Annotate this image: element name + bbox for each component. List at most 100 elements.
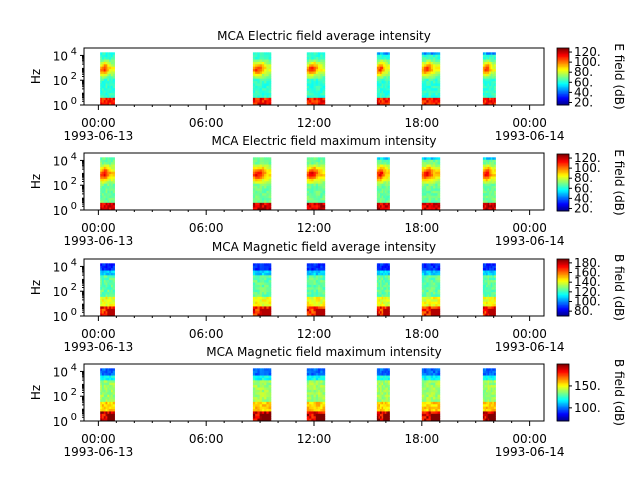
spectrogram-cell xyxy=(487,166,490,170)
spectrogram-cell xyxy=(490,311,493,314)
spectrogram-cell xyxy=(107,409,110,412)
spectrogram-cell xyxy=(430,299,434,303)
spectrogram-cell xyxy=(437,171,441,175)
spectrogram-cell xyxy=(252,373,256,376)
spectrogram-cell xyxy=(430,413,434,417)
spectrogram-cell xyxy=(381,263,384,267)
spectrogram-cell xyxy=(306,176,310,180)
spectrogram-cell xyxy=(387,205,390,208)
spectrogram-cell xyxy=(426,78,429,82)
spectrogram-cell xyxy=(315,190,319,194)
spectrogram-cell xyxy=(387,397,390,400)
colorbar-segment xyxy=(557,176,569,179)
spectrogram-cell xyxy=(318,401,321,405)
spectrogram-cell xyxy=(264,401,267,405)
spectrogram-cell xyxy=(493,162,496,165)
spectrogram-cell xyxy=(424,289,427,293)
colorbar-segment xyxy=(557,198,569,201)
spectrogram-cell xyxy=(257,418,261,422)
spectrogram-cell xyxy=(435,198,438,201)
spectrogram-cell xyxy=(100,90,103,94)
spectrogram-cell xyxy=(252,277,256,281)
spectrogram-cell xyxy=(378,294,381,298)
spectrogram-cell xyxy=(380,299,383,303)
spectrogram-cell xyxy=(486,404,489,408)
spectrogram-cell xyxy=(387,102,390,106)
spectrogram-cell xyxy=(261,166,265,170)
spectrogram-cell xyxy=(112,265,115,269)
spectrogram-cell xyxy=(257,97,261,101)
spectrogram-cell xyxy=(261,401,265,405)
panel-title: MCA Electric field average intensity xyxy=(217,29,431,43)
spectrogram-cell xyxy=(306,190,310,194)
spectrogram-cell xyxy=(257,162,261,165)
spectrogram-cell xyxy=(426,90,429,94)
spectrogram-cell xyxy=(490,57,493,60)
spectrogram-cell xyxy=(383,73,386,77)
spectrogram-cell xyxy=(264,413,267,417)
spectrogram-cell xyxy=(424,54,427,58)
spectrogram-cell xyxy=(486,81,489,84)
spectrogram-cell xyxy=(110,306,114,310)
spectrogram-cell xyxy=(428,370,432,374)
spectrogram-cell xyxy=(259,183,263,187)
spectrogram-cell xyxy=(381,205,384,208)
spectrogram-cell xyxy=(383,306,386,310)
spectrogram-cell xyxy=(378,385,381,388)
spectrogram-cell xyxy=(107,178,110,182)
spectrogram-cell xyxy=(421,282,425,286)
spectrogram-cell xyxy=(107,57,110,60)
spectrogram-cell xyxy=(320,284,323,288)
spectrogram-cell xyxy=(101,368,105,372)
spectrogram-cell xyxy=(487,387,490,391)
spectrogram-cell xyxy=(493,183,496,187)
spectrogram-cell xyxy=(100,183,103,187)
spectrogram-cell xyxy=(264,301,267,305)
spectrogram-cell xyxy=(386,301,389,305)
spectrogram-cell xyxy=(112,190,115,194)
spectrogram-cell xyxy=(322,186,326,189)
spectrogram-cell xyxy=(424,370,427,374)
spectrogram-cell xyxy=(259,171,263,175)
spectrogram-cell xyxy=(489,52,492,56)
spectrogram-cell xyxy=(112,296,115,300)
spectrogram-cell xyxy=(100,66,103,70)
spectrogram-cell xyxy=(424,413,427,417)
spectrogram-cell xyxy=(101,198,105,201)
spectrogram-cell xyxy=(315,69,319,72)
spectrogram-cell xyxy=(378,200,381,204)
spectrogram-cell xyxy=(428,188,432,192)
spectrogram-cell xyxy=(322,166,326,170)
spectrogram-cell xyxy=(322,200,326,204)
spectrogram-cell xyxy=(482,377,485,381)
spectrogram-cell xyxy=(261,275,265,279)
spectrogram-cell xyxy=(266,394,270,398)
spectrogram-cell xyxy=(112,195,115,199)
spectrogram-cell xyxy=(486,284,489,288)
spectrogram-cell xyxy=(386,382,389,386)
spectrogram-cell xyxy=(105,181,108,185)
spectrogram-cell xyxy=(318,193,321,197)
spectrogram-cell xyxy=(428,263,432,267)
spectrogram-cell xyxy=(433,387,436,391)
spectrogram-cell xyxy=(380,284,383,288)
spectrogram-cell xyxy=(376,164,379,168)
spectrogram-cell xyxy=(490,71,493,75)
spectrogram-cell xyxy=(490,308,493,312)
spectrogram-cell xyxy=(257,385,261,388)
spectrogram-cell xyxy=(487,418,490,422)
spectrogram-cell xyxy=(387,181,390,185)
spectrogram-cell xyxy=(490,64,493,68)
spectrogram-cell xyxy=(435,268,438,271)
spectrogram-cell xyxy=(101,159,105,163)
spectrogram-cell xyxy=(492,73,495,77)
spectrogram-cell xyxy=(490,418,493,422)
spectrogram-cell xyxy=(112,277,115,281)
spectrogram-cell xyxy=(380,280,383,283)
spectrogram-cell xyxy=(486,162,489,165)
spectrogram-cell xyxy=(421,284,425,288)
spectrogram-cell xyxy=(311,81,314,84)
spectrogram-cell xyxy=(421,181,425,185)
spectrogram-cell xyxy=(380,178,383,182)
spectrogram-cell xyxy=(430,368,434,372)
